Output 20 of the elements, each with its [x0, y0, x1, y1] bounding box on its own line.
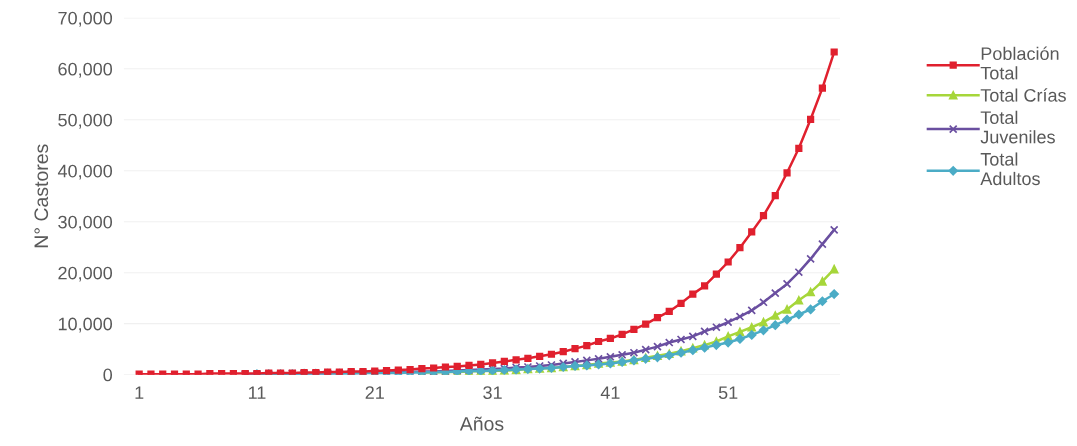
y-tick-label: 10,000	[58, 317, 113, 333]
x-tick-label: 31	[483, 386, 502, 400]
y-tick-label: 0	[103, 368, 113, 382]
x-tick-label: 51	[718, 386, 738, 400]
y-tick-label: 70,000	[58, 11, 113, 27]
x-tick-label: 41	[600, 386, 620, 399]
y-tick-label: 40,000	[57, 164, 113, 180]
y-tick-label: 20,000	[58, 266, 113, 282]
legend-label: Población Total	[980, 46, 1059, 80]
legend-label: Total Juveniles	[980, 110, 1055, 144]
y-tick-label: 60,000	[58, 62, 113, 78]
x-tick-label: 21	[365, 386, 384, 399]
y-axis-title: N° Castores	[34, 144, 49, 248]
y-tick-label: 30,000	[58, 215, 113, 231]
x-tick-label: 1	[135, 386, 144, 399]
legend-label: Total Adultos	[980, 152, 1040, 186]
legend-label: Total Crías	[980, 88, 1066, 102]
x-axis-title: Años	[459, 416, 504, 431]
x-tick-label: 11	[248, 386, 266, 399]
y-tick-label: 50,000	[58, 113, 113, 129]
